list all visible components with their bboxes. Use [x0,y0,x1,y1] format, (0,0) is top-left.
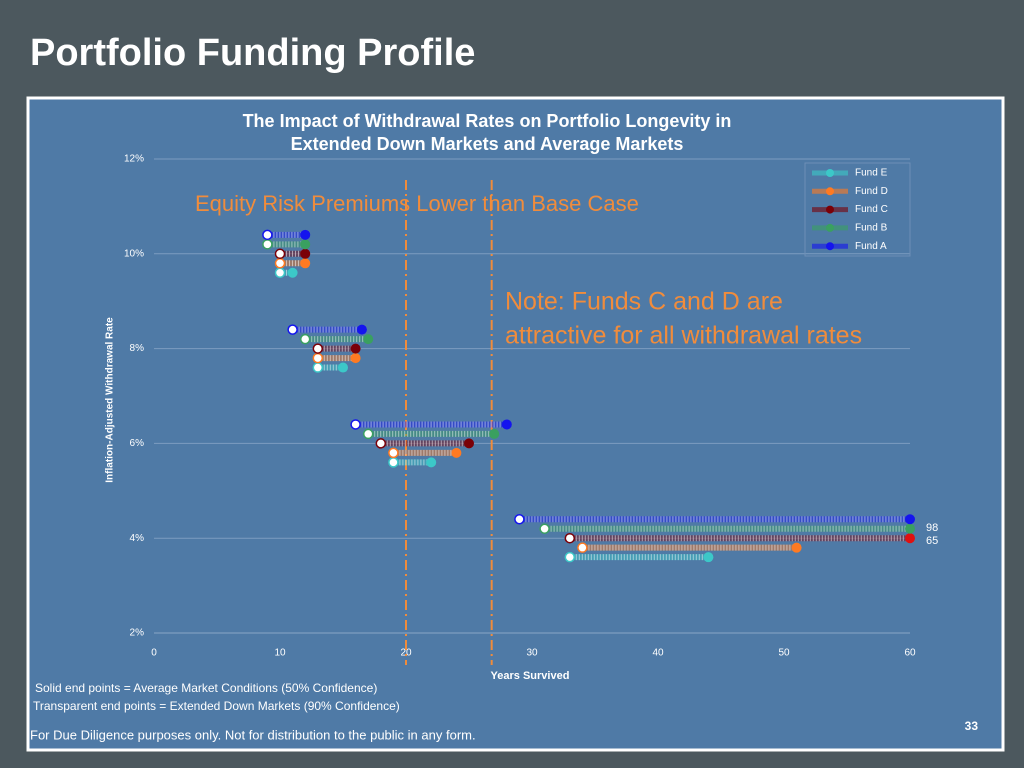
legend-marker [826,205,834,214]
x-tick-label: 0 [151,648,157,659]
x-tick-label: 40 [652,648,664,659]
legend-label: Fund E [855,168,888,179]
end-point [350,343,361,354]
legend-marker [826,223,834,232]
chart-title: The Impact of Withdrawal Rates on Portfo… [243,111,732,131]
end-point [464,438,474,449]
legend-label: Fund B [855,223,888,234]
start-point [299,333,311,345]
start-point [312,352,324,364]
footnote: Solid end points = Average Market Condit… [35,681,377,695]
x-tick-label: 10 [274,648,286,659]
footnote: Transparent end points = Extended Down M… [33,699,400,713]
start-point [514,513,525,525]
legend-label: Fund D [855,186,888,197]
y-tick-label: 8% [130,343,145,354]
end-point [350,353,361,364]
x-tick-label: 50 [778,648,790,659]
start-point [388,457,399,468]
start-point [350,419,361,430]
end-point [300,229,311,240]
end-point [703,552,714,563]
page-number: 33 [965,719,979,733]
legend-marker [826,187,834,196]
start-point [577,542,588,553]
start-point [388,447,399,459]
end-point [501,419,512,430]
end-point [287,267,298,278]
disclaimer: For Due Diligence purposes only. Not for… [30,727,476,742]
annotation: Equity Risk Premiums Lower than Base Cas… [195,191,639,216]
end-point [489,428,500,439]
x-axis-label: Years Survived [491,670,570,682]
end-point [363,334,374,345]
y-tick-label: 12% [124,154,144,165]
start-point [564,532,576,544]
y-tick-label: 10% [124,248,144,259]
start-point [539,523,550,534]
start-point [262,229,273,241]
legend-box [804,162,911,257]
end-point [905,523,915,534]
annotation: 98 [926,522,938,534]
end-point [356,324,367,335]
start-point [312,362,324,373]
x-tick-label: 30 [526,648,538,659]
end-point [426,457,437,468]
annotation: 65 [926,535,938,547]
start-point [312,343,324,354]
end-point [791,542,802,553]
legend-label: Fund A [855,241,887,252]
legend-marker [826,242,834,251]
end-point [905,514,915,525]
end-point [300,258,311,269]
x-tick-label: 20 [400,648,412,659]
start-point [274,258,286,269]
y-tick-label: 4% [130,533,145,544]
start-point [262,239,273,250]
start-point [564,551,576,563]
x-tick-label: 60 [904,648,916,659]
legend-label: Fund C [855,204,888,215]
end-point [905,533,915,544]
start-point [287,324,298,335]
start-point [274,248,286,260]
start-point [375,438,387,449]
chart-panel [26,96,1005,752]
y-axis-label: Inflation-Adjusted Withdrawal Rate [105,317,116,483]
y-tick-label: 2% [130,628,145,639]
end-point [300,248,311,259]
end-point [338,362,348,373]
start-point [362,428,374,440]
slide-title: Portfolio Funding Profile [30,32,475,74]
y-tick-label: 6% [130,438,145,449]
annotation: Note: Funds C and D are [505,288,783,316]
legend-marker [826,169,834,177]
annotation: attractive for all withdrawal rates [505,322,862,350]
end-point [451,447,462,458]
start-point [274,267,286,279]
chart-title: Extended Down Markets and Average Market… [291,134,684,154]
end-point [300,239,311,250]
